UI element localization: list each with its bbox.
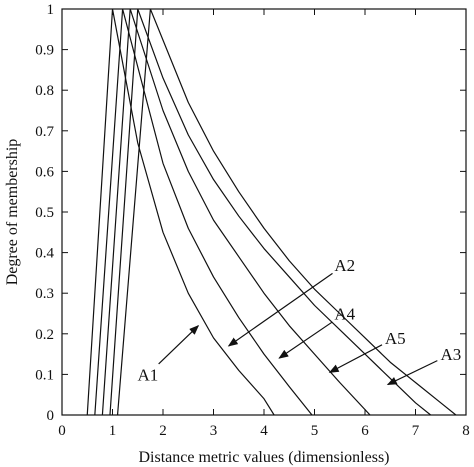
y-tick-label: 0.8 [35,83,54,99]
annotation-label-a1: A1 [137,365,158,384]
axis-ticks: 0 1 2 3 4 5 6 7 8 0 0.1 0.2 0.3 0.4 0.5 0.6 0.7 0.8 0.9 1 [35,2,470,439]
series-line-a1 [86,9,275,415]
annotations: A1 A2 A4 A5 A3 [137,256,461,386]
x-tick-label: 6 [361,423,369,439]
annotation-arrow-a1 [158,324,200,365]
x-tick-label: 4 [260,423,268,439]
annotation-arrow-a2 [227,272,333,347]
y-tick-label: 0.2 [35,327,54,343]
y-tick-label: 0.3 [35,286,54,302]
y-tick-label: 0.9 [35,43,54,59]
series-line-a5 [109,9,432,415]
series-line-a3 [116,9,457,415]
annotation-label-a4: A4 [334,305,355,324]
x-tick-label: 3 [210,423,218,439]
x-tick-label: 1 [109,423,117,439]
y-tick-label: 0.5 [35,205,54,221]
x-axis-title: Distance metric values (dimensionless) [138,449,389,466]
annotation-arrow-a4 [278,321,333,359]
x-tick-label: 5 [311,423,319,439]
series-line-a4 [101,9,371,415]
y-tick-label: 0.7 [35,124,54,140]
y-tick-label: 0.4 [35,246,54,262]
x-tick-label: 7 [412,423,420,439]
series-lines [86,9,457,415]
x-tick-label: 0 [58,423,66,439]
x-tick-label: 8 [462,423,470,439]
y-tick-label: 0.6 [35,164,54,180]
series-line-a2 [94,9,313,415]
y-axis-title: Degree of membership [4,139,21,286]
annotation-arrow-a3 [386,360,438,386]
y-tick-label: 0 [47,408,55,424]
annotation-label-a2: A2 [334,256,355,275]
y-tick-label: 0.1 [35,367,54,383]
y-tick-label: 1 [47,2,55,18]
annotation-label-a3: A3 [440,345,461,364]
annotation-arrow-a5 [328,344,383,373]
x-tick-label: 2 [159,423,167,439]
annotation-label-a5: A5 [385,329,406,348]
